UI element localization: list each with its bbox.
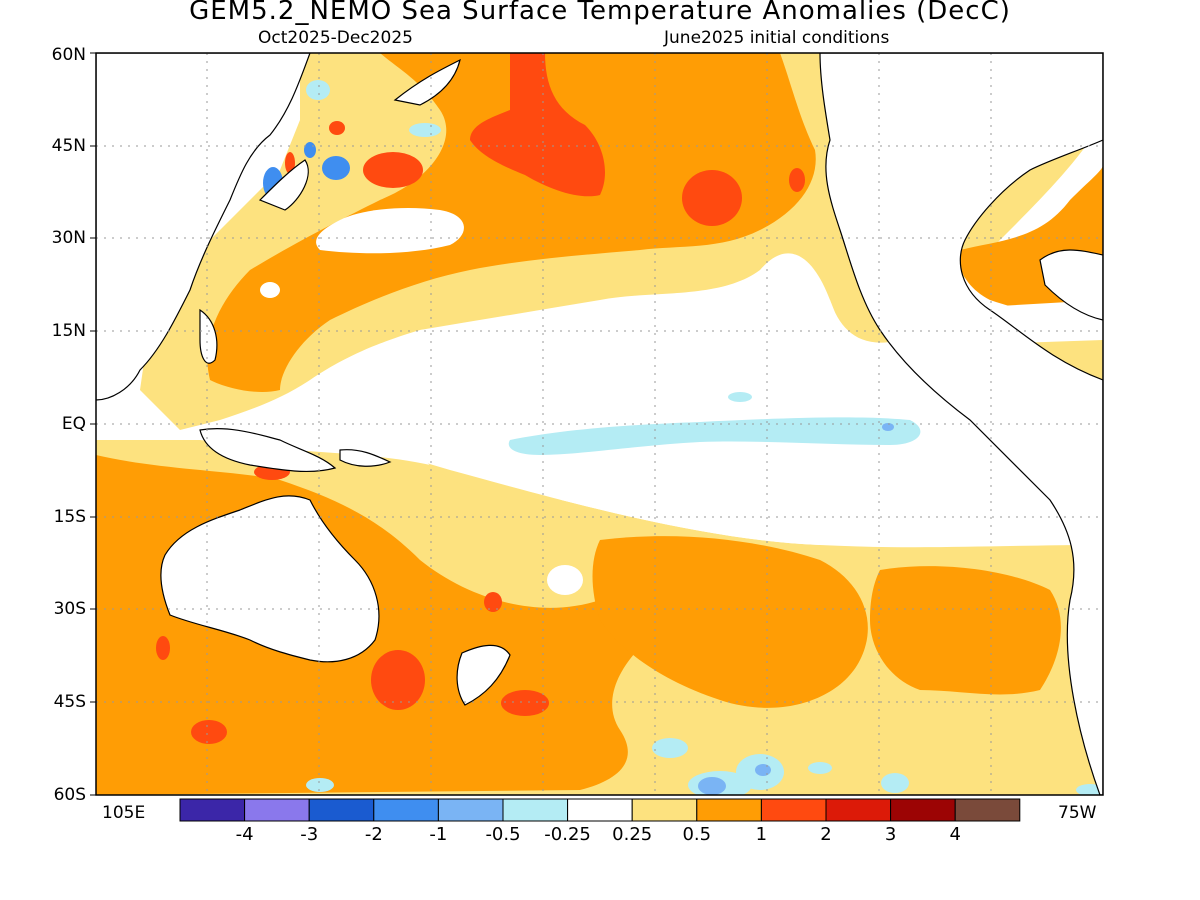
lat-label-45s: 45S xyxy=(53,692,86,712)
anomaly-1-2 xyxy=(156,53,882,744)
initial-conditions-label: June2025 initial conditions xyxy=(664,28,890,48)
colorbar-tick-label: 0.25 xyxy=(612,824,653,845)
colorbar-tick-label: -1 xyxy=(429,824,448,845)
colorbar-swatch xyxy=(954,798,1021,822)
lat-label-60s: 60S xyxy=(53,785,86,805)
anomaly-neutral xyxy=(260,208,1103,595)
colorbar-tick-label: -0.25 xyxy=(544,824,591,845)
colorbar-tick-label: -3 xyxy=(300,824,319,845)
colorbar-swatch xyxy=(890,798,956,822)
lat-label-45n: 45N xyxy=(51,136,86,156)
colorbar-tick-label: 2 xyxy=(820,824,832,845)
lat-label-15n: 15N xyxy=(51,321,86,341)
axis-ticks xyxy=(90,52,96,796)
colorbar-swatch xyxy=(373,798,439,822)
colorbar-swatch xyxy=(760,798,827,822)
colorbar-tick-label: 4 xyxy=(949,824,961,845)
lat-label-60n: 60N xyxy=(51,45,86,65)
lat-label-30s: 30S xyxy=(53,599,86,619)
lat-label-15s: 15S xyxy=(53,507,86,527)
colorbar-tick-label: -4 xyxy=(235,824,254,845)
lon-label-left: 105E xyxy=(102,803,146,823)
map-title: GEM5.2_NEMO Sea Surface Temperature Anom… xyxy=(189,0,1011,26)
colorbar-swatch xyxy=(825,798,892,822)
colorbar-tick-label: 3 xyxy=(884,824,897,845)
colorbar-swatch xyxy=(437,798,504,822)
colorbar-tick-label: -0.5 xyxy=(485,824,521,845)
colorbar-swatch xyxy=(179,798,246,822)
colorbar-swatch xyxy=(502,798,569,822)
forecast-period: Oct2025-Dec2025 xyxy=(258,28,413,48)
lat-label-eq: EQ xyxy=(61,414,86,434)
colorbar-tick-label: -2 xyxy=(364,824,383,845)
map-frame xyxy=(95,52,1104,796)
colorbar-tick-label: 1 xyxy=(755,824,768,845)
continents xyxy=(96,53,1103,795)
colorbar-swatch xyxy=(567,798,633,822)
colorbar-tick-label: 0.5 xyxy=(682,824,712,845)
colorbar-swatch xyxy=(631,798,698,822)
colorbar-swatch xyxy=(244,798,310,822)
lat-label-30n: 30N xyxy=(51,228,86,248)
lon-label-right: 75W xyxy=(1058,803,1097,823)
colorbar-swatch xyxy=(696,798,762,822)
anomaly-fields xyxy=(96,53,1103,795)
colorbar-swatch xyxy=(308,798,375,822)
